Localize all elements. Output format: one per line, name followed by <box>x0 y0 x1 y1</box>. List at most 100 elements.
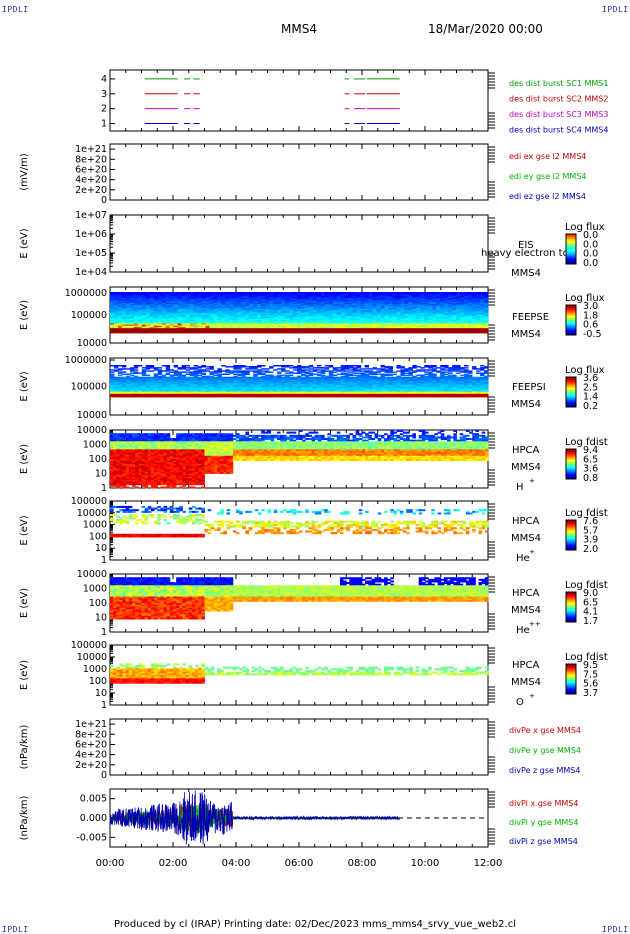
heat-cell <box>117 308 123 311</box>
heat-cell <box>468 319 473 322</box>
heat-cell <box>340 323 346 325</box>
heat-cell <box>197 329 202 331</box>
heat-cell <box>209 385 214 387</box>
heat-cell <box>300 298 306 300</box>
heat-cell <box>332 295 338 298</box>
heat-cell <box>412 292 417 294</box>
heat-cell <box>169 293 175 295</box>
heat-cell <box>245 310 250 312</box>
heat-cell <box>388 322 393 324</box>
heat-cell <box>241 312 246 315</box>
heat-cell <box>177 395 183 398</box>
heat-cell <box>217 299 222 301</box>
colorbar-cell <box>566 234 576 236</box>
heat-cell <box>452 330 457 333</box>
heat-cell <box>213 304 218 306</box>
heat-cell <box>217 324 222 327</box>
heat-cell <box>149 330 155 333</box>
heat-cell <box>372 293 377 295</box>
colorbar-cell <box>566 547 576 549</box>
heat-cell <box>396 329 401 331</box>
heat-cell <box>169 311 175 313</box>
heat-cell <box>221 394 226 397</box>
heat-cell <box>177 294 183 297</box>
heat-cell <box>137 304 143 306</box>
heat-cell <box>432 308 437 311</box>
heat-cell <box>205 388 210 390</box>
heat-cell <box>480 330 485 333</box>
heat-cell <box>157 379 163 382</box>
heat-cell <box>173 393 179 396</box>
heat-cell <box>253 383 258 385</box>
heat-cell <box>229 292 234 294</box>
heat-cell <box>392 310 397 312</box>
heat-cell <box>269 305 274 307</box>
heat-cell <box>348 311 354 313</box>
heat-cell <box>110 388 115 390</box>
heat-cell <box>241 394 246 397</box>
heat-cell <box>117 312 123 315</box>
heat-cell <box>113 307 119 310</box>
heat-cell <box>209 388 214 390</box>
heat-cell <box>193 328 198 330</box>
heat-cell <box>257 318 262 321</box>
heat-cell <box>368 322 374 324</box>
heat-cell <box>480 310 485 312</box>
heat-cell <box>372 306 377 309</box>
heat-cell <box>141 313 147 316</box>
heat-cell <box>169 382 175 384</box>
heat-cell <box>213 325 218 328</box>
heat-cell <box>229 312 234 315</box>
heat-cell <box>181 392 186 395</box>
heat-cell <box>213 382 218 384</box>
heat-cell <box>332 320 338 323</box>
heat-cell <box>237 320 242 323</box>
heat-cell <box>265 318 270 321</box>
heat-cell <box>165 325 171 328</box>
heat-cell <box>217 317 222 319</box>
heat-cell <box>368 326 374 329</box>
heat-cell <box>225 379 230 382</box>
heat-cell <box>137 301 143 304</box>
heat-cell <box>233 299 238 301</box>
heat-cell <box>117 322 123 324</box>
heat-cell <box>436 325 441 328</box>
heat-cell <box>448 317 453 319</box>
heat-cell <box>233 382 238 384</box>
heat-cell <box>149 367 155 369</box>
colorbar-frame <box>565 591 577 623</box>
heat-cell <box>161 378 167 381</box>
heat-cell <box>209 381 214 383</box>
heat-cell <box>177 381 183 383</box>
heat-cell <box>269 312 274 315</box>
heat-cell <box>261 313 266 316</box>
heat-cell <box>213 299 218 301</box>
heat-cell <box>193 311 198 313</box>
heat-cell <box>209 323 214 325</box>
heat-cell <box>253 328 258 330</box>
heat-cell <box>257 320 262 323</box>
heat-cell <box>368 305 374 307</box>
heat-cell <box>308 326 314 329</box>
heat-cell <box>380 328 385 330</box>
heat-cell <box>472 298 477 300</box>
heat-cell <box>424 329 429 331</box>
heat-cell <box>113 318 119 321</box>
heat-cell <box>169 381 175 383</box>
heat-cell <box>444 319 449 322</box>
heat-cell <box>424 299 429 301</box>
heat-cell <box>356 322 362 324</box>
heat-cell <box>181 374 186 377</box>
heat-cell <box>225 325 230 328</box>
heat-cell <box>404 300 409 303</box>
heat-cell <box>157 370 163 372</box>
heat-cell <box>185 365 190 367</box>
heat-cell <box>233 318 238 321</box>
heat-cell <box>392 308 397 311</box>
heat-cell <box>137 386 143 388</box>
heat-cell <box>452 296 457 299</box>
heat-cell <box>400 304 405 306</box>
heat-cell <box>201 386 206 388</box>
heat-cell <box>241 322 246 324</box>
y-tick-label: 0 <box>101 770 107 781</box>
